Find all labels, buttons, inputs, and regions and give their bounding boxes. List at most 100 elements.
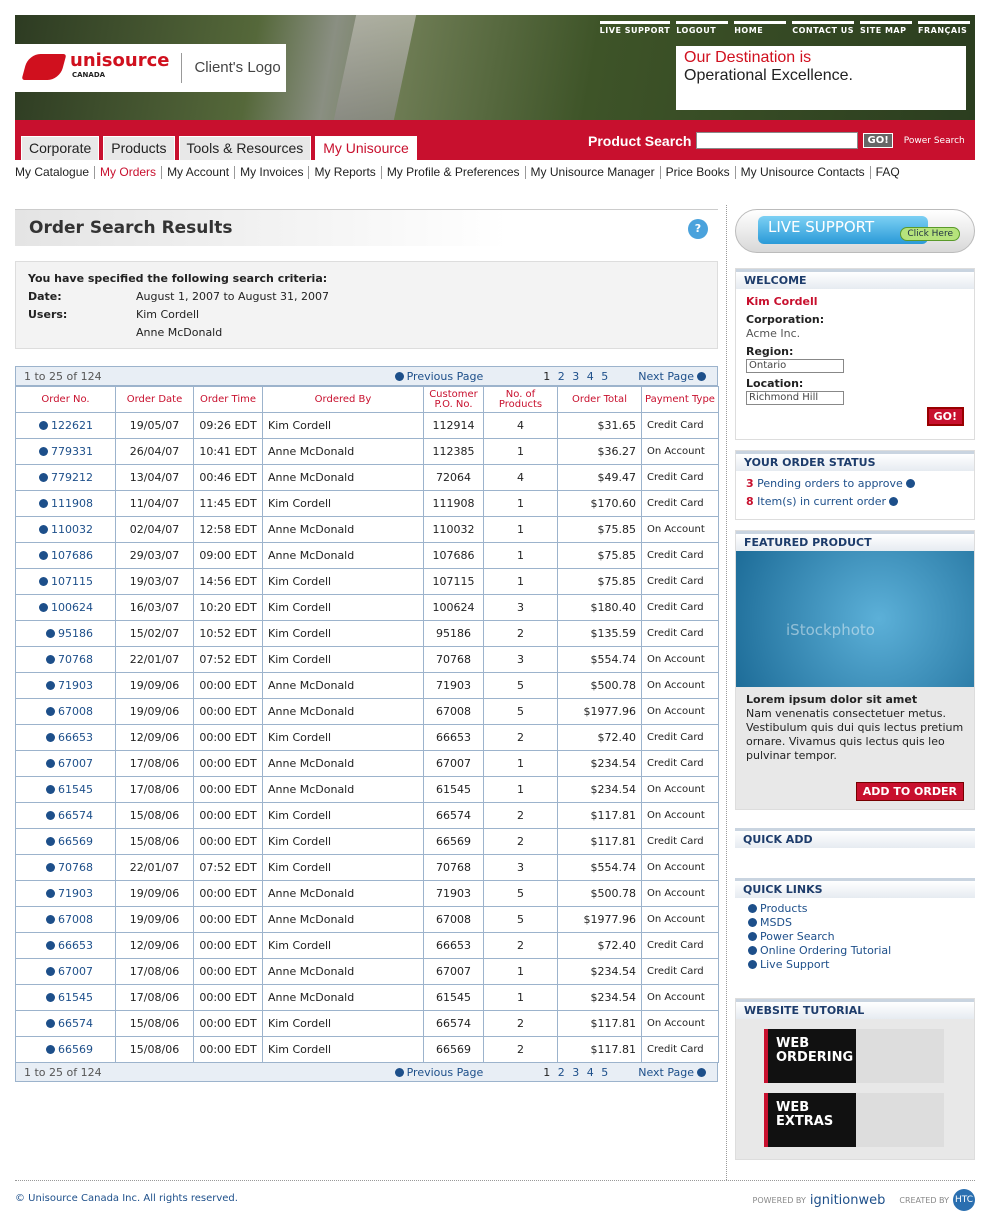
click-here[interactable]: Click Here: [900, 227, 960, 241]
nav-tab[interactable]: Products: [103, 136, 175, 160]
page-link[interactable]: 2: [557, 1065, 567, 1079]
page-link[interactable]: 4: [586, 369, 596, 383]
order-link[interactable]: 70768: [15, 854, 116, 881]
cell-text: 10:41 EDT: [199, 445, 257, 458]
top-link[interactable]: LOGOUT: [676, 21, 729, 35]
order-row: 61545 17/08/06 00:00 EDT Anne McDonald 61545…: [15, 776, 719, 803]
power-search-link[interactable]: Power Search: [903, 135, 965, 146]
arrow-icon: [748, 918, 757, 927]
logo[interactable]: unisource CANADA: [70, 52, 169, 82]
title-box: Order Search Results ?: [15, 209, 718, 246]
order-link[interactable]: 779331: [15, 438, 116, 465]
status-item[interactable]: 8 Item(s) in current order: [746, 495, 964, 509]
go-button[interactable]: GO!: [926, 407, 964, 426]
order-link[interactable]: 66569: [15, 1036, 116, 1063]
order-link[interactable]: 71903: [15, 880, 116, 907]
cell-text: 72064: [436, 471, 471, 484]
order-link[interactable]: 779212: [15, 464, 116, 491]
order-link[interactable]: 66574: [15, 802, 116, 829]
order-link[interactable]: 111908: [15, 490, 116, 517]
ignitionweb-link[interactable]: ignitionweb: [809, 1192, 886, 1208]
box-body: Products MSDS Power Search Online Ordering …: [735, 898, 975, 978]
arrow-icon: [39, 525, 48, 534]
tutorial-label: WEB ORDERING: [776, 1036, 854, 1065]
location-select[interactable]: Richmond Hill: [746, 391, 844, 405]
top-link[interactable]: LIVE SUPPORT: [599, 21, 671, 35]
sub-nav-link[interactable]: FAQ: [869, 166, 905, 179]
order-link[interactable]: 67007: [15, 958, 116, 985]
order-link[interactable]: 67008: [15, 906, 116, 933]
top-link[interactable]: SITE MAP: [860, 21, 912, 35]
order-link[interactable]: 107115: [15, 568, 116, 595]
next-page[interactable]: Next Page: [638, 1066, 709, 1079]
search-input[interactable]: [696, 132, 859, 149]
order-link[interactable]: 122621: [15, 412, 116, 439]
order-link[interactable]: 67008: [15, 698, 116, 725]
top-link[interactable]: HOME: [734, 21, 787, 35]
next-page[interactable]: Next Page: [638, 370, 709, 383]
top-link[interactable]: FRANÇAIS: [918, 21, 970, 35]
column-header: Customer P.O. No.: [423, 386, 484, 413]
cell: 00:00 EDT: [193, 802, 263, 829]
order-link[interactable]: 61545: [15, 776, 116, 803]
quick-link[interactable]: Products: [745, 902, 965, 916]
htc-link[interactable]: HTC: [953, 1189, 975, 1211]
tutorial-link[interactable]: WEB EXTRAS: [764, 1093, 944, 1147]
previous-page[interactable]: Previous Page: [392, 370, 483, 383]
sub-nav-link[interactable]: My Account: [161, 166, 234, 179]
quick-link[interactable]: Online Ordering Tutorial: [745, 944, 965, 958]
sub-nav-link[interactable]: My Unisource Contacts: [734, 166, 870, 179]
region-select[interactable]: Ontario: [746, 359, 844, 373]
tagline-line: Operational Excellence.: [684, 67, 853, 84]
quick-link[interactable]: Power Search: [745, 930, 965, 944]
order-link[interactable]: 70768: [15, 646, 116, 673]
page-link[interactable]: 5: [601, 369, 611, 383]
order-link[interactable]: 67007: [15, 750, 116, 777]
sub-nav-link[interactable]: My Orders: [94, 166, 161, 179]
help-button[interactable]: ?: [688, 219, 708, 239]
sub-nav-link[interactable]: My Unisource Manager: [524, 166, 660, 179]
quick-link[interactable]: Live Support: [745, 958, 965, 972]
cell-text: 66569: [58, 835, 93, 848]
order-link[interactable]: 61545: [15, 984, 116, 1011]
cell-text: Kim Cordell: [268, 653, 332, 666]
cell-text: Kim Cordell: [268, 627, 332, 640]
live-support-button[interactable]: LIVE SUPPORT Click Here: [735, 209, 975, 253]
order-link[interactable]: 107686: [15, 542, 116, 569]
nav-tab[interactable]: Tools & Resources: [178, 136, 312, 160]
order-link[interactable]: 71903: [15, 672, 116, 699]
sub-nav-link[interactable]: Price Books: [659, 166, 735, 179]
previous-page[interactable]: Previous Page: [392, 1066, 483, 1079]
cell-text: 19/09/06: [129, 887, 180, 900]
cell-text: 3: [517, 653, 524, 666]
sub-nav-link[interactable]: My Reports: [308, 166, 380, 179]
order-link[interactable]: 66653: [15, 932, 116, 959]
page-link[interactable]: 5: [601, 1065, 611, 1079]
order-link[interactable]: 66569: [15, 828, 116, 855]
sub-nav-link[interactable]: My Catalogue: [15, 165, 90, 179]
nav-tab[interactable]: My Unisource: [315, 136, 417, 160]
add-to-order-button[interactable]: ADD TO ORDER: [855, 782, 964, 801]
order-link[interactable]: 66574: [15, 1010, 116, 1037]
cell-text: 00:00 EDT: [199, 809, 257, 822]
order-link[interactable]: 110032: [15, 516, 116, 543]
search-button[interactable]: GO!: [863, 133, 893, 148]
page-link[interactable]: 4: [586, 1065, 596, 1079]
order-link[interactable]: 66653: [15, 724, 116, 751]
top-link[interactable]: CONTACT US: [792, 21, 854, 35]
cell-text: Kim Cordell: [268, 731, 332, 744]
sub-nav-link[interactable]: My Profile & Preferences: [380, 166, 525, 179]
page-link[interactable]: 3: [572, 369, 582, 383]
nav-tab[interactable]: Corporate: [21, 136, 100, 160]
quick-add-box[interactable]: QUICK ADD: [735, 828, 975, 852]
page-link[interactable]: 2: [557, 369, 567, 383]
tutorial-link[interactable]: WEB ORDERING: [764, 1029, 944, 1083]
tabs: Corporate Products Tools & Resources My Uni…: [21, 136, 417, 160]
cell-text: 17/08/06: [129, 991, 180, 1004]
sub-nav-link[interactable]: My Invoices: [234, 166, 308, 179]
status-item[interactable]: 3 Pending orders to approve: [746, 477, 964, 491]
page-link[interactable]: 3: [572, 1065, 582, 1079]
order-link[interactable]: 95186: [15, 620, 116, 647]
quick-link[interactable]: MSDS: [745, 916, 965, 930]
order-link[interactable]: 100624: [15, 594, 116, 621]
